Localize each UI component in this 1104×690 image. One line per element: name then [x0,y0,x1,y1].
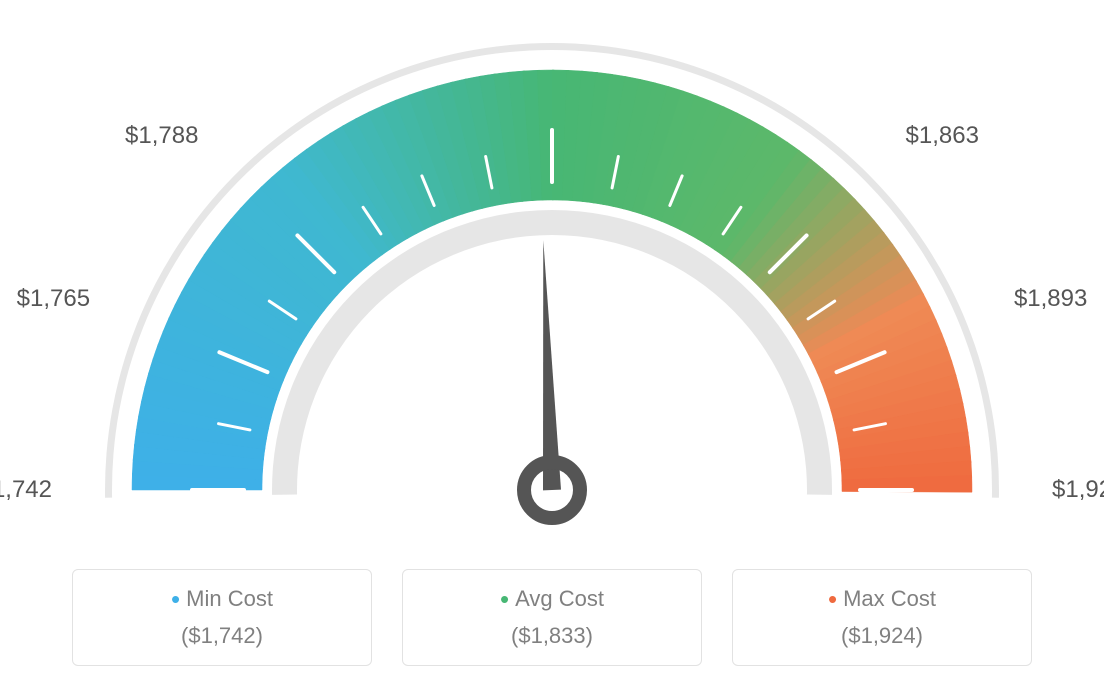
gauge-tick-label: $1,788 [125,122,198,150]
legend-row: •Min Cost ($1,742) •Avg Cost ($1,833) •M… [0,569,1104,666]
legend-value-avg: ($1,833) [403,623,701,649]
legend-title-text: Min Cost [186,586,273,611]
legend-title-min: •Min Cost [73,584,371,615]
gauge-tick-label: $1,893 [1014,285,1087,313]
legend-value-min: ($1,742) [73,623,371,649]
dot-icon: • [500,584,509,614]
legend-title-text: Max Cost [843,586,936,611]
legend-card-avg: •Avg Cost ($1,833) [402,569,702,666]
gauge-svg [0,0,1104,560]
gauge-area: $1,742$1,765$1,788$1,833$1,863$1,893$1,9… [0,0,1104,560]
legend-title-text: Avg Cost [515,586,604,611]
gauge-tick-label: $1,742 [0,476,52,504]
dot-icon: • [171,584,180,614]
gauge-tick-label: $1,765 [17,285,90,313]
gauge-tick-label: $1,924 [1052,476,1104,504]
gauge-tick-label: $1,863 [906,122,979,150]
legend-value-max: ($1,924) [733,623,1031,649]
legend-card-max: •Max Cost ($1,924) [732,569,1032,666]
chart-wrap: $1,742$1,765$1,788$1,833$1,863$1,893$1,9… [0,0,1104,690]
dot-icon: • [828,584,837,614]
legend-title-avg: •Avg Cost [403,584,701,615]
legend-card-min: •Min Cost ($1,742) [72,569,372,666]
legend-title-max: •Max Cost [733,584,1031,615]
